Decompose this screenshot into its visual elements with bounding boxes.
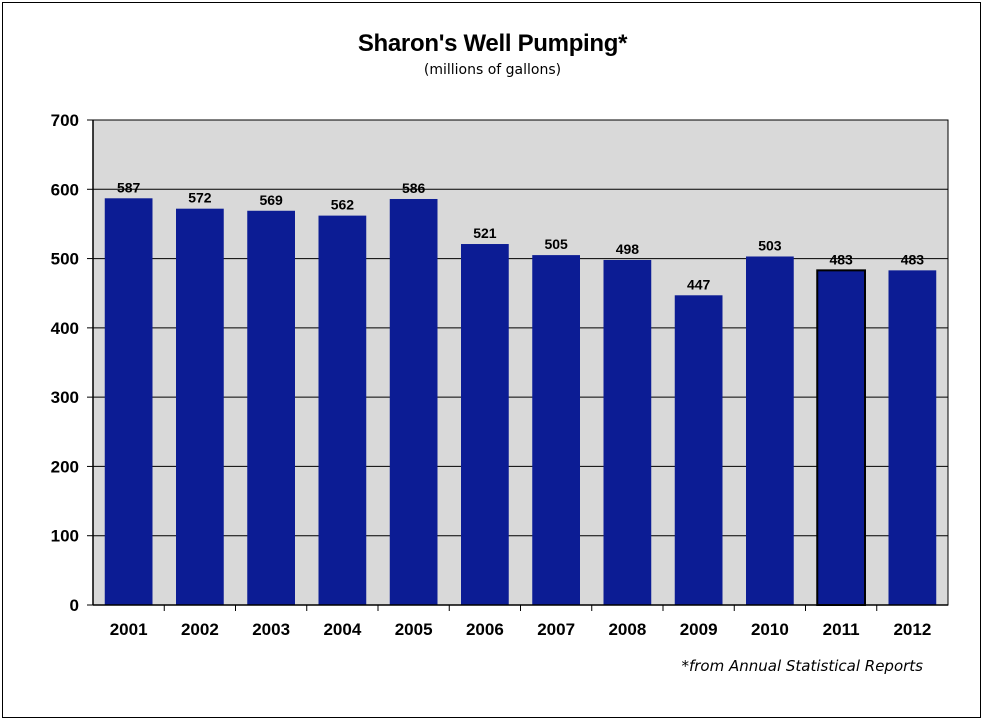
bar-2005 (389, 198, 438, 605)
plot-area (92, 119, 949, 606)
y-tick-label: 200 (51, 457, 79, 476)
chart-subtitle: (millions of gallons) (423, 62, 562, 78)
x-tick-label-2006: 2006 (466, 620, 504, 639)
bar-2012 (888, 270, 937, 605)
data-label-2008: 498 (616, 241, 640, 257)
chart-footnote: *from Annual Statistical Reports (681, 657, 923, 675)
bar-2008 (603, 259, 652, 605)
bar-2011 (816, 269, 866, 606)
x-tick-label-2001: 2001 (110, 620, 148, 639)
data-label-2003: 569 (259, 192, 283, 208)
bar-2001 (104, 198, 153, 606)
x-tick-label-2009: 2009 (680, 620, 718, 639)
y-tick-label: 0 (70, 596, 79, 615)
y-tick-label: 100 (51, 527, 79, 546)
bar-2002 (176, 208, 224, 605)
data-label-2011: 483 (829, 251, 853, 267)
chart-title: Sharon's Well Pumping* (357, 30, 628, 57)
bar-2007 (532, 255, 580, 605)
y-tick-label: 600 (51, 180, 79, 199)
y-tick-label: 300 (51, 388, 79, 407)
x-tick-label-2003: 2003 (252, 620, 290, 639)
x-tick-label-2011: 2011 (823, 620, 860, 639)
data-label-2002: 572 (188, 190, 212, 206)
data-label-2004: 562 (331, 197, 355, 213)
bar-2004 (318, 215, 367, 605)
bar-2010 (746, 256, 794, 605)
y-tick-label: 400 (51, 319, 79, 338)
x-tick-label-2008: 2008 (608, 620, 646, 639)
data-label-2001: 587 (117, 179, 141, 195)
bar-2006 (461, 244, 509, 605)
x-tick-label-2007: 2007 (537, 620, 575, 639)
x-tick-label-2012: 2012 (893, 620, 931, 639)
x-tick-label-2010: 2010 (751, 620, 789, 639)
data-label-2009: 447 (687, 276, 711, 292)
y-tick-label: 700 (51, 111, 79, 130)
x-tick-label-2004: 2004 (323, 620, 361, 639)
y-tick-label: 500 (51, 250, 79, 269)
x-tick-label-2002: 2002 (181, 620, 219, 639)
data-label-2005: 586 (402, 180, 426, 196)
data-label-2010: 503 (758, 237, 782, 253)
data-label-2006: 521 (473, 225, 497, 241)
data-label-2007: 505 (544, 236, 568, 252)
data-label-2012: 483 (901, 251, 925, 267)
bar-2003 (247, 210, 295, 605)
x-tick-label-2005: 2005 (395, 620, 433, 639)
bar-2009 (674, 295, 723, 605)
